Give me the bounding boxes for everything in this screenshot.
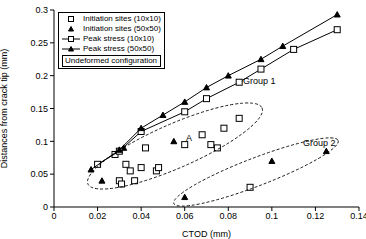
svg-text:Group 2: Group 2 bbox=[303, 138, 336, 148]
html-text:Peak stress (50x50): Peak stress (50x50) bbox=[83, 44, 155, 53]
svg-text:0.06: 0.06 bbox=[176, 211, 194, 221]
svg-text:0.05: 0.05 bbox=[30, 169, 48, 179]
svg-text:0.04: 0.04 bbox=[132, 211, 150, 221]
svg-text:0.1: 0.1 bbox=[35, 137, 48, 147]
svg-text:0: 0 bbox=[43, 202, 48, 212]
svg-text:0.2: 0.2 bbox=[35, 71, 48, 81]
svg-text:0.14: 0.14 bbox=[350, 211, 358, 221]
svg-text:A: A bbox=[186, 133, 192, 143]
svg-text:0: 0 bbox=[51, 211, 56, 221]
svg-text:0.1: 0.1 bbox=[266, 211, 279, 221]
svg-text:CTOD (mm): CTOD (mm) bbox=[182, 229, 231, 239]
svg-text:Distances from crack tip (mm): Distances from crack tip (mm) bbox=[8, 49, 9, 169]
svg-text:0.12: 0.12 bbox=[307, 211, 325, 221]
svg-text:Group 1: Group 1 bbox=[243, 76, 276, 86]
svg-text:0.08: 0.08 bbox=[220, 211, 238, 221]
svg-text:0.15: 0.15 bbox=[30, 104, 48, 114]
html-text:Initiation sites (10x10): Initiation sites (10x10) bbox=[83, 14, 161, 23]
html-text:Initiation sites (50x50): Initiation sites (50x50) bbox=[83, 24, 161, 33]
svg-text:0.02: 0.02 bbox=[89, 211, 107, 221]
svg-text:0.25: 0.25 bbox=[30, 38, 48, 48]
svg-text:0.3: 0.3 bbox=[35, 5, 48, 15]
html-text:Peak stress (10x10): Peak stress (10x10) bbox=[83, 34, 155, 43]
html-text:Undeformed configuration: Undeformed configuration bbox=[65, 56, 158, 65]
